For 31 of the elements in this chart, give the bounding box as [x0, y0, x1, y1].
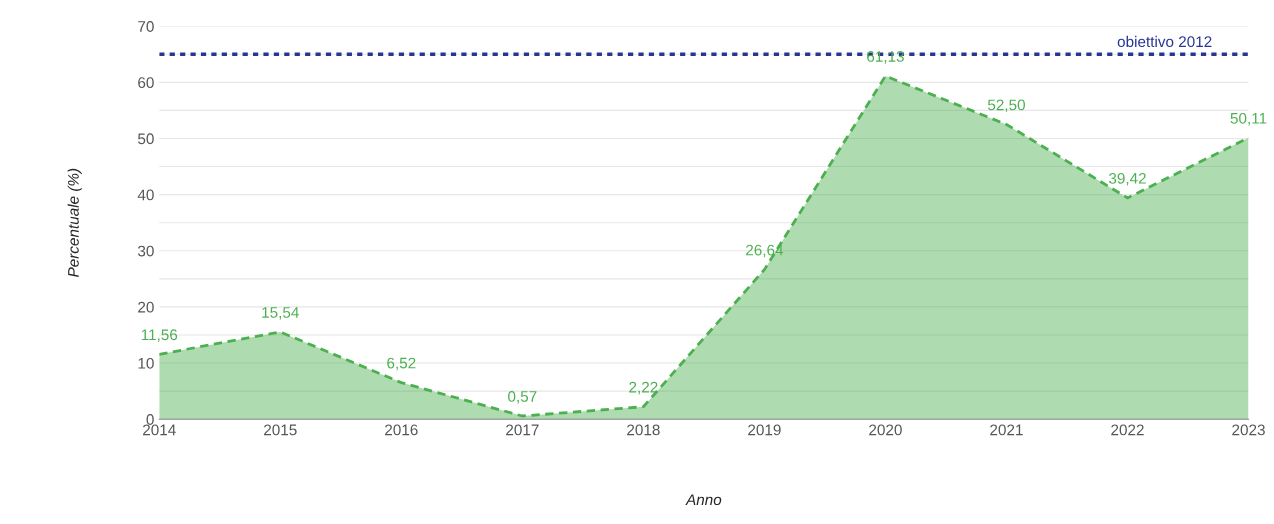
x-tick-label: 2022	[1111, 424, 1144, 436]
data-label: 39,42	[1108, 172, 1146, 186]
y-tick-label: 60	[138, 77, 154, 89]
x-tick-label: 2016	[385, 424, 418, 436]
y-tick-label: 50	[138, 133, 154, 145]
data-label: 11,56	[141, 329, 178, 342]
x-tick-label: 2023	[1232, 424, 1265, 436]
x-tick-label: 2021	[990, 424, 1023, 436]
data-label: 26,64	[746, 244, 784, 258]
y-tick-label: 40	[137, 189, 154, 201]
y-tick-label: 70	[138, 21, 154, 32]
y-tick-label: 30	[137, 245, 154, 257]
x-tick-label: 2020	[869, 424, 902, 436]
x-tick-label: 2014	[143, 424, 176, 436]
x-tick-label: 2017	[506, 424, 539, 436]
y-tick-label: 20	[138, 301, 154, 313]
x-tick-label: 2015	[264, 424, 297, 436]
y-axis-title: Percentuale (%)	[67, 168, 82, 277]
data-label: 0,57	[508, 391, 537, 404]
data-label: 50,11	[1230, 112, 1267, 126]
x-tick-label: 2019	[748, 424, 781, 436]
data-label: 15,54	[262, 307, 299, 320]
y-tick-label: 10	[138, 357, 154, 369]
y-tick-label: 0	[146, 414, 154, 425]
ref-line-label: obiettivo 2012	[1117, 35, 1212, 48]
data-label: 52,50	[987, 99, 1025, 113]
data-label: 6,52	[387, 357, 416, 371]
data-label: 61,13	[867, 51, 904, 64]
x-tick-label: 2018	[627, 424, 660, 436]
data-label: 2,22	[629, 381, 658, 395]
x-axis-title: Anno	[685, 494, 722, 506]
